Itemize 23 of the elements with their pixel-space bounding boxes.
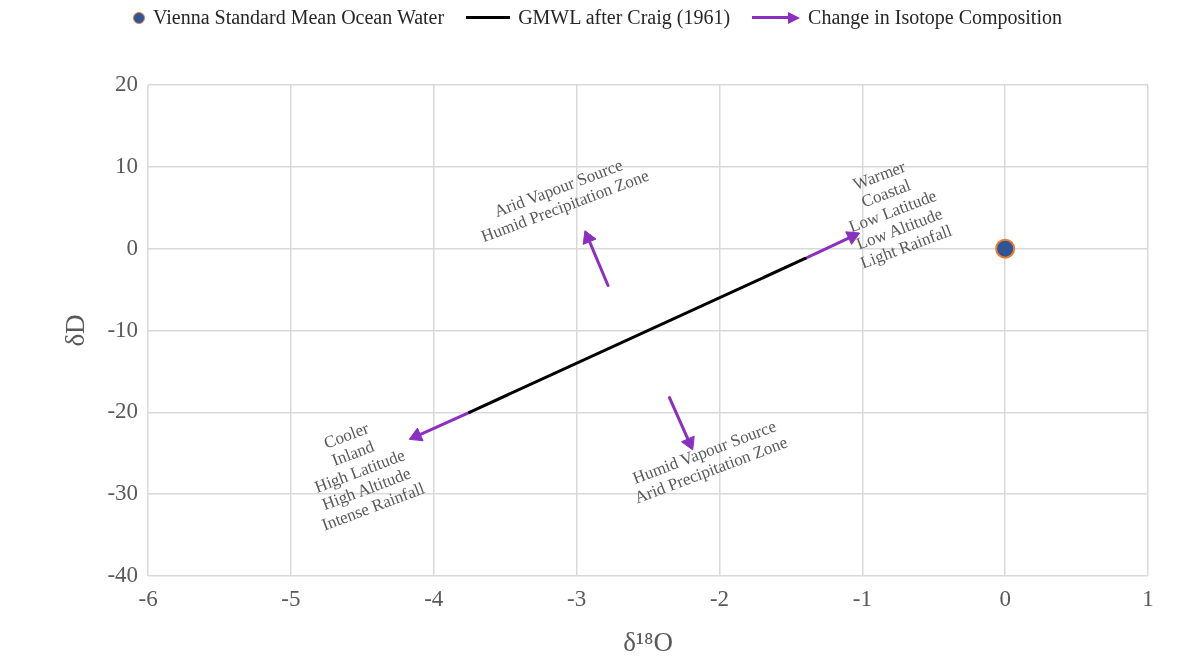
legend-label: Vienna Standard Mean Ocean Water [152, 6, 445, 29]
point [995, 238, 1016, 259]
legend-label: GMWL after Craig (1961) [518, 6, 731, 29]
x-tick-label: 0 [999, 585, 1011, 611]
y-tick-label: 10 [115, 152, 139, 178]
x-tick-label: 1 [1142, 585, 1154, 611]
x-tick-label: -1 [852, 585, 872, 611]
legend-label: Change in Isotope Composition [808, 6, 1062, 29]
y-tick-label: -20 [107, 398, 139, 424]
x-tick-label: -2 [709, 585, 730, 611]
y-tick-label: -10 [107, 316, 139, 342]
y-axis-title: δD [60, 314, 91, 347]
point [408, 427, 424, 442]
point [582, 230, 597, 245]
x-axis-title: δ¹⁸O [623, 626, 673, 657]
y-tick-label: -30 [107, 480, 139, 506]
x-tick-label: -4 [424, 585, 444, 611]
x-tick-label: -3 [567, 585, 587, 611]
x-tick-label: -5 [281, 585, 301, 611]
y-tick-label: -40 [107, 562, 139, 588]
y-tick-label: 0 [126, 234, 139, 260]
x-tick-label: -6 [138, 585, 158, 611]
y-tick-label: 20 [115, 71, 139, 97]
